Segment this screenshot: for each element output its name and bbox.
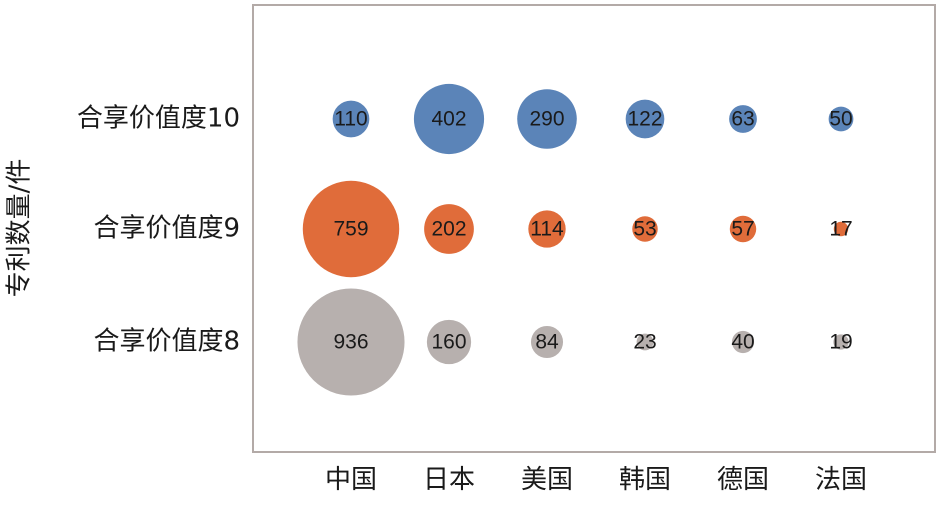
bubble (297, 288, 405, 396)
bubble (729, 215, 757, 243)
data-label: 122 (627, 108, 662, 131)
y-tick-label: 合享价值度9 (93, 214, 240, 244)
data-label: 759 (333, 218, 368, 241)
bubble (332, 100, 370, 138)
plot-frame (252, 4, 936, 453)
y-tick-label: 合享价值度8 (93, 327, 240, 357)
data-label: 53 (633, 218, 656, 241)
bubble (828, 106, 854, 132)
y-tick-label: 合享价值度10 (77, 104, 240, 134)
bubble (833, 221, 849, 237)
data-label: 84 (535, 331, 559, 354)
data-label: 202 (431, 218, 466, 241)
data-label: 936 (333, 331, 368, 354)
data-label: 160 (431, 331, 466, 354)
bubble (424, 204, 474, 254)
x-tick-label: 美国 (521, 465, 573, 495)
data-label: 40 (731, 331, 754, 354)
bubble (413, 83, 485, 155)
bubble (517, 89, 577, 149)
y-axis-title: 专利数量/件 (5, 159, 35, 298)
data-label: 57 (731, 218, 754, 241)
bubble (530, 325, 564, 359)
data-label: 19 (829, 331, 852, 354)
x-tick-label: 法国 (815, 465, 867, 495)
data-label: 17 (829, 218, 852, 241)
bubble (632, 216, 658, 242)
bubble (302, 180, 400, 278)
data-label: 290 (529, 108, 564, 131)
x-tick-label: 韩国 (619, 465, 671, 495)
bubble (833, 334, 849, 350)
data-label: 114 (530, 218, 564, 241)
x-tick-label: 中国 (325, 465, 377, 495)
data-label: 402 (431, 108, 466, 131)
bubble (729, 105, 757, 133)
bubble (625, 99, 665, 139)
data-label: 110 (334, 108, 367, 131)
bubble (731, 330, 755, 354)
bubble (636, 333, 654, 351)
bubble (528, 210, 566, 248)
data-label: 63 (731, 108, 754, 131)
x-tick-label: 日本 (423, 465, 475, 495)
data-label: 50 (829, 108, 852, 131)
bubble (426, 319, 472, 365)
x-tick-label: 德国 (717, 465, 769, 495)
data-label: 23 (633, 331, 656, 354)
